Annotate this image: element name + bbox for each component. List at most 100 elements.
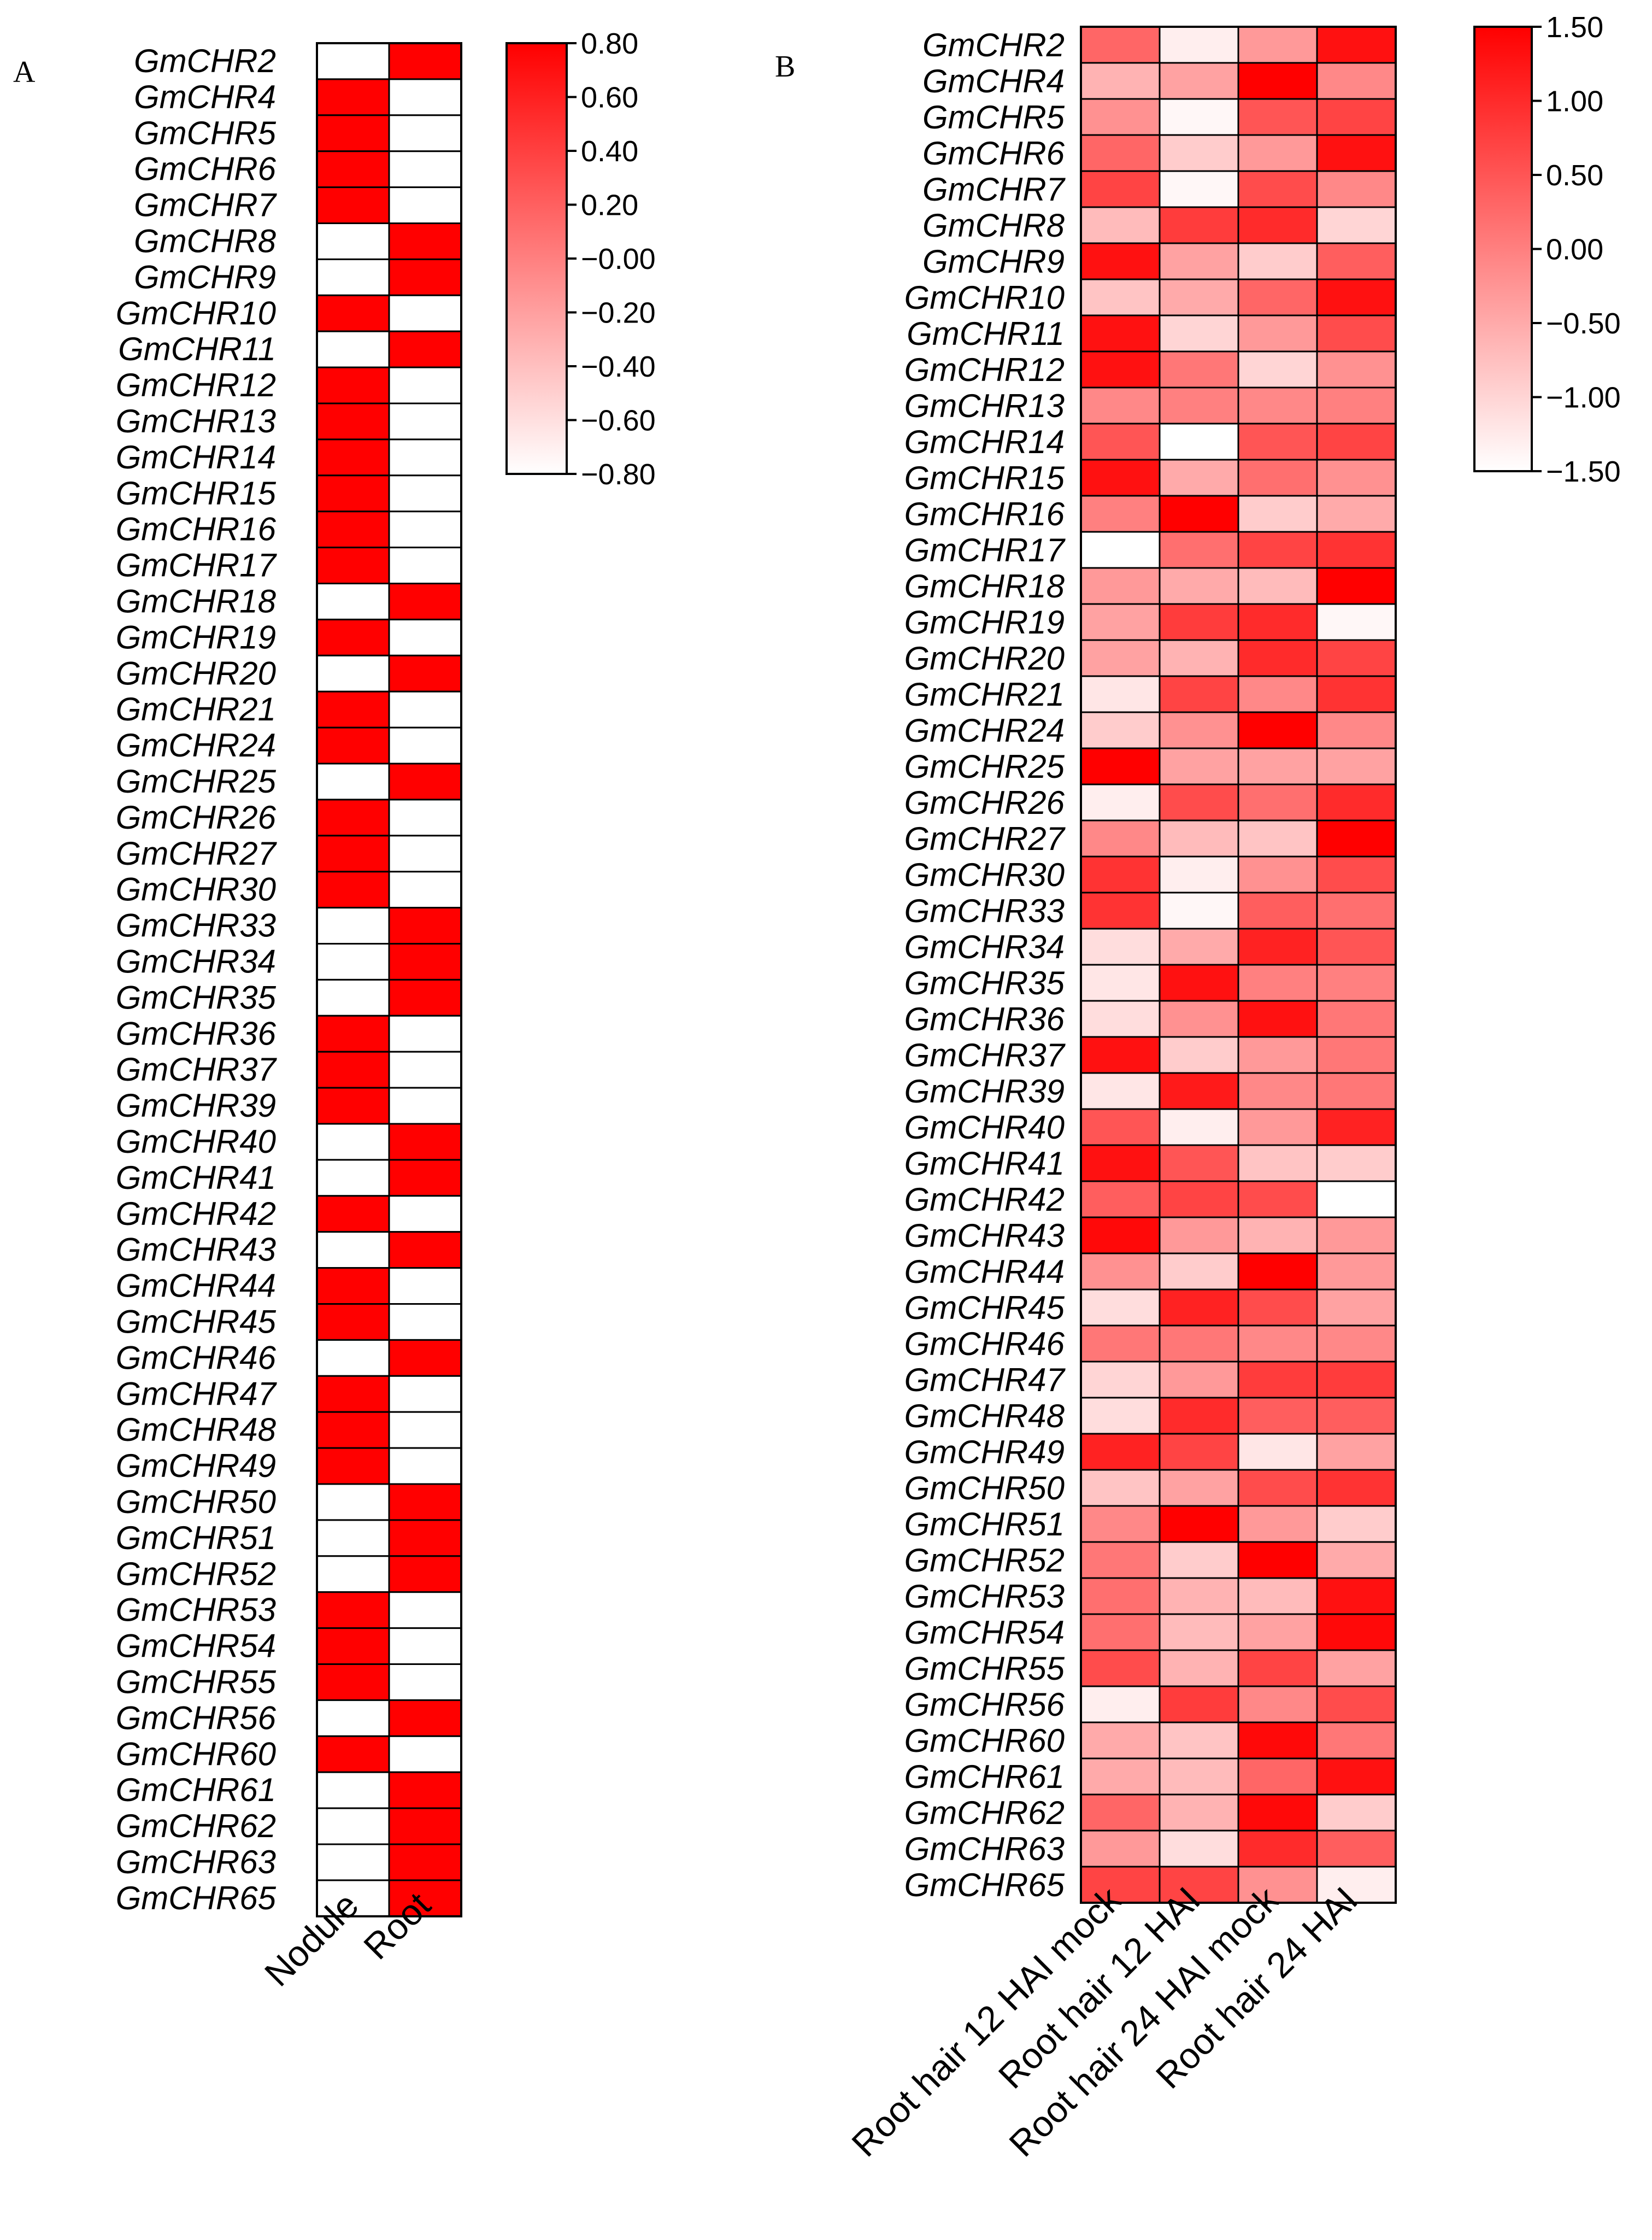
heatmap-cell-a-11-1 <box>388 438 462 477</box>
heatmap-cell-a-33-1 <box>388 1231 462 1269</box>
heatmap-cell-a-35-1 <box>388 1303 462 1341</box>
colorbar-tick-label-a-1: 0.60 <box>581 81 638 114</box>
heatmap-cell-b-42-1 <box>1159 1541 1239 1579</box>
row-label-a-32: GmCHR42 <box>116 1195 276 1232</box>
heatmap-cell-a-13-0 <box>316 511 390 549</box>
heatmap-cell-b-43-1 <box>1159 1577 1239 1615</box>
row-label-a-40: GmCHR50 <box>116 1483 276 1520</box>
row-label-a-20: GmCHR25 <box>116 763 277 800</box>
heatmap-cell-a-21-0 <box>316 799 390 837</box>
row-label-b-43: GmCHR53 <box>904 1578 1065 1615</box>
row-label-b-14: GmCHR17 <box>904 532 1066 568</box>
row-label-a-14: GmCHR17 <box>116 547 278 584</box>
heatmap-cell-b-12-3 <box>1316 459 1397 497</box>
heatmap-cell-b-0-1 <box>1159 26 1239 64</box>
heatmap-cell-b-42-0 <box>1080 1541 1161 1579</box>
heatmap-cell-b-9-1 <box>1159 350 1239 389</box>
row-label-a-12: GmCHR15 <box>116 475 277 512</box>
heatmap-cell-b-6-0 <box>1080 242 1161 280</box>
row-label-b-25: GmCHR34 <box>904 929 1065 965</box>
row-label-a-21: GmCHR26 <box>116 799 277 836</box>
heatmap-cell-a-23-0 <box>316 871 390 909</box>
row-label-b-8: GmCHR11 <box>907 315 1065 352</box>
heatmap-cell-a-1-0 <box>316 78 390 116</box>
heatmap-cell-b-22-3 <box>1316 819 1397 858</box>
heatmap-cell-b-28-3 <box>1316 1036 1397 1074</box>
colorbar-tick-label-b-6: −1.50 <box>1546 455 1621 488</box>
row-label-a-41: GmCHR51 <box>116 1520 276 1556</box>
heatmap-cell-b-18-2 <box>1237 675 1318 713</box>
heatmap-cell-b-40-1 <box>1159 1469 1239 1507</box>
row-label-b-6: GmCHR9 <box>922 243 1065 280</box>
row-label-b-33: GmCHR43 <box>904 1217 1065 1254</box>
heatmap-cell-a-39-1 <box>388 1447 462 1485</box>
colorbar-tick-label-a-0: 0.80 <box>581 27 638 60</box>
heatmap-cell-b-22-2 <box>1237 819 1318 858</box>
heatmap-cell-b-9-2 <box>1237 350 1318 389</box>
heatmap-cell-b-14-2 <box>1237 531 1318 569</box>
heatmap-cell-a-26-0 <box>316 978 390 1017</box>
heatmap-cell-b-31-3 <box>1316 1144 1397 1182</box>
row-label-b-17: GmCHR20 <box>904 640 1065 677</box>
row-label-b-7: GmCHR10 <box>904 279 1065 316</box>
heatmap-cell-a-47-1 <box>388 1735 462 1773</box>
heatmap-cell-a-0-0 <box>316 42 390 80</box>
heatmap-cell-a-41-0 <box>316 1519 390 1557</box>
heatmap-cell-a-40-0 <box>316 1483 390 1521</box>
heatmap-cell-b-33-3 <box>1316 1216 1397 1254</box>
heatmap-cell-a-9-0 <box>316 366 390 404</box>
heatmap-cell-b-4-3 <box>1316 170 1397 208</box>
row-label-b-44: GmCHR54 <box>904 1614 1065 1651</box>
heatmap-cell-b-5-2 <box>1237 206 1318 244</box>
colorbar-tick-label-a-7: −0.60 <box>581 404 656 437</box>
heatmap-cell-b-9-3 <box>1316 350 1397 389</box>
heatmap-cell-b-11-1 <box>1159 423 1239 461</box>
heatmap-cell-b-47-0 <box>1080 1721 1161 1760</box>
heatmap-cell-b-44-0 <box>1080 1613 1161 1651</box>
row-label-a-15: GmCHR18 <box>116 583 277 620</box>
heatmap-cell-a-11-0 <box>316 438 390 477</box>
heatmap-cell-b-37-2 <box>1237 1361 1318 1399</box>
heatmap-cell-a-35-0 <box>316 1303 390 1341</box>
row-label-a-33: GmCHR43 <box>116 1232 276 1268</box>
heatmap-cell-b-2-1 <box>1159 98 1239 136</box>
row-label-a-2: GmCHR5 <box>134 115 277 151</box>
row-label-a-47: GmCHR60 <box>116 1735 276 1772</box>
row-label-b-47: GmCHR60 <box>904 1722 1065 1759</box>
heatmap-cell-b-26-2 <box>1237 964 1318 1002</box>
heatmap-cell-b-19-2 <box>1237 711 1318 749</box>
heatmap-cell-a-17-0 <box>316 654 390 693</box>
heatmap-cell-b-3-2 <box>1237 134 1318 172</box>
heatmap-cell-a-49-0 <box>316 1807 390 1845</box>
heatmap-cell-b-13-1 <box>1159 495 1239 533</box>
row-label-a-25: GmCHR34 <box>116 943 276 980</box>
heatmap-cell-b-5-3 <box>1316 206 1397 244</box>
row-label-b-36: GmCHR46 <box>904 1326 1065 1362</box>
row-label-a-18: GmCHR21 <box>116 691 276 728</box>
heatmap-cell-b-12-0 <box>1080 459 1161 497</box>
heatmap-cell-a-14-0 <box>316 547 390 584</box>
row-label-b-4: GmCHR7 <box>922 171 1066 208</box>
heatmap-cell-b-10-1 <box>1159 386 1239 425</box>
heatmap-cell-b-11-0 <box>1080 423 1161 461</box>
heatmap-cell-b-45-3 <box>1316 1649 1397 1687</box>
heatmap-cell-a-49-1 <box>388 1807 462 1845</box>
row-label-b-30: GmCHR40 <box>904 1109 1065 1146</box>
heatmap-cell-b-28-2 <box>1237 1036 1318 1074</box>
heatmap-cell-b-49-1 <box>1159 1793 1239 1832</box>
heatmap-cell-b-40-3 <box>1316 1469 1397 1507</box>
heatmap-cell-b-34-3 <box>1316 1252 1397 1291</box>
heatmap-cell-b-46-1 <box>1159 1685 1239 1723</box>
heatmap-cell-a-10-0 <box>316 402 390 441</box>
heatmap-cell-b-32-3 <box>1316 1180 1397 1218</box>
panel-a-letter: A <box>13 55 36 89</box>
row-label-b-18: GmCHR21 <box>904 676 1065 713</box>
row-label-a-30: GmCHR40 <box>116 1123 276 1160</box>
heatmap-cell-b-8-3 <box>1316 314 1397 353</box>
heatmap-cell-b-10-0 <box>1080 386 1161 425</box>
heatmap-cell-a-4-0 <box>316 186 390 225</box>
heatmap-cell-b-14-1 <box>1159 531 1239 569</box>
heatmap-cell-b-45-1 <box>1159 1649 1239 1687</box>
heatmap-cell-b-14-0 <box>1080 531 1161 569</box>
heatmap-cell-a-34-0 <box>316 1267 390 1305</box>
